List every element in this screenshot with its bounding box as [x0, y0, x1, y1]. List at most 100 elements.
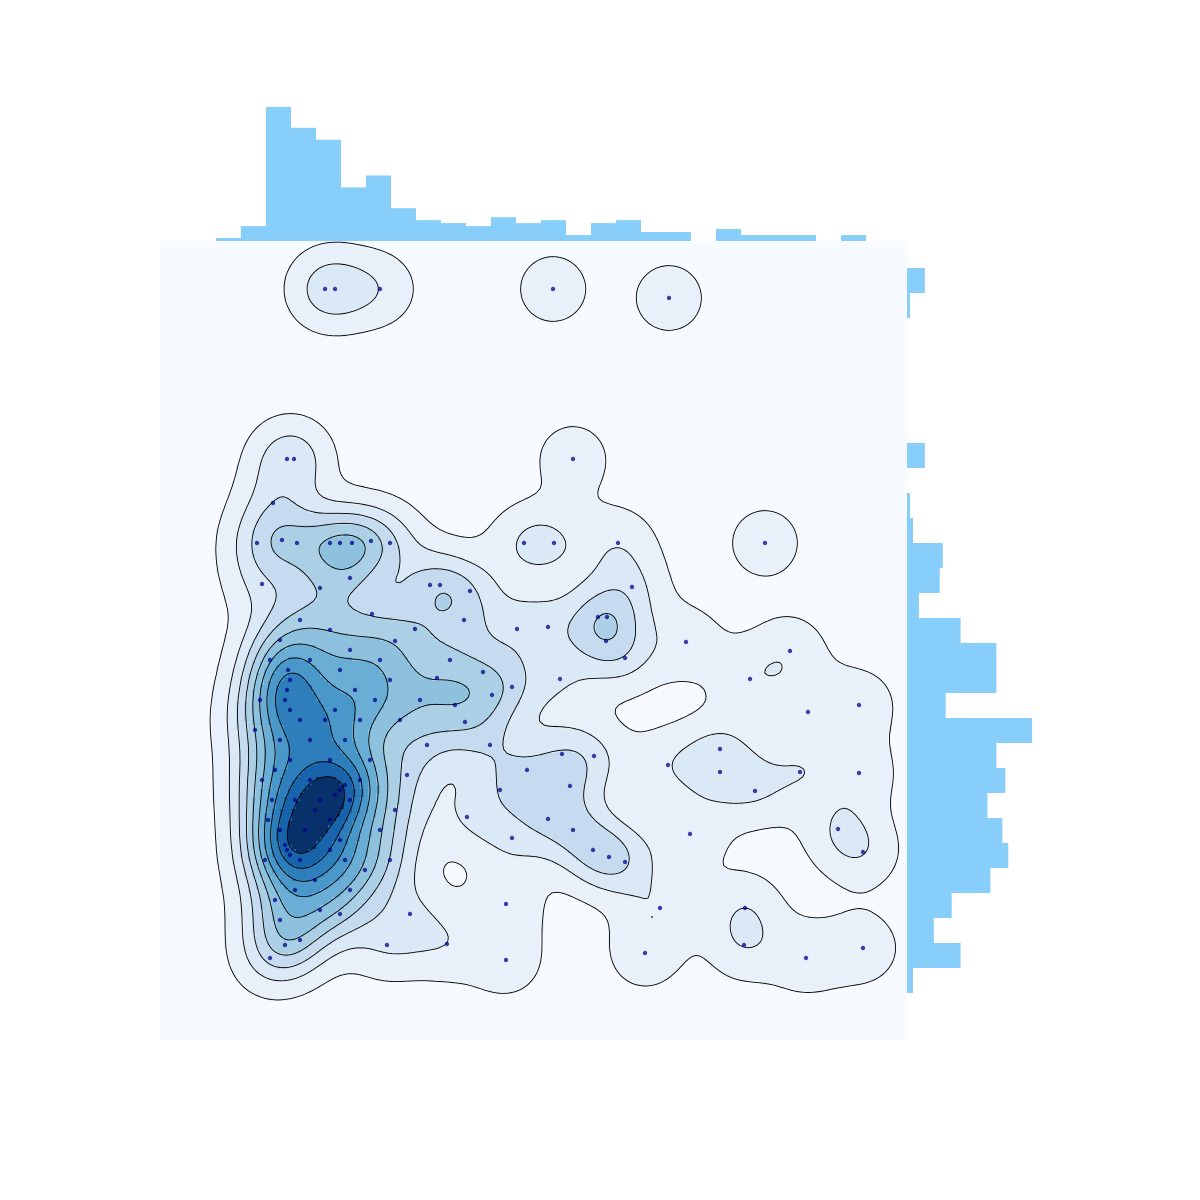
scatter-point [347, 575, 353, 581]
scatter-point [503, 901, 509, 907]
scatter-point [762, 540, 768, 546]
scatter-point [312, 877, 318, 883]
histogram-bar [907, 643, 997, 668]
scatter-point [683, 639, 689, 645]
scatter-point [357, 717, 363, 723]
scatter-point [606, 854, 612, 860]
histogram-bar [907, 918, 934, 943]
scatter-point [687, 831, 693, 837]
histogram-bar [666, 232, 691, 241]
scatter-point [282, 842, 288, 848]
scatter-point [452, 702, 458, 708]
scatter-point [284, 687, 290, 693]
density-contour [286, 776, 346, 854]
scatter-point [337, 667, 343, 673]
scatter-point [462, 719, 468, 725]
scatter-point [342, 857, 348, 863]
histogram-bar [766, 235, 791, 241]
scatter-point [349, 540, 355, 546]
scatter-point [307, 657, 313, 663]
scatter-point [551, 540, 557, 546]
scatter-point [509, 835, 515, 841]
scatter-point [302, 827, 308, 833]
scatter-point [317, 797, 323, 803]
scatter-point [856, 702, 862, 708]
scatter-point [322, 717, 328, 723]
scatter-point [317, 585, 323, 591]
scatter-point [412, 626, 418, 632]
scatter-point [384, 942, 390, 948]
scatter-point [377, 827, 383, 833]
scatter-point [369, 611, 375, 617]
histogram-bar [907, 543, 943, 568]
scatter-point [362, 867, 368, 873]
density-contour [245, 522, 618, 956]
histogram-bar [907, 618, 961, 643]
scatter-point [603, 638, 609, 644]
scatter-point [591, 753, 597, 759]
scatter-point [252, 727, 258, 733]
scatter-point [257, 697, 263, 703]
scatter-point [657, 905, 663, 911]
scatter-point [327, 540, 333, 546]
scatter-point [270, 500, 276, 506]
scatter-point [327, 847, 333, 853]
scatter-point [292, 797, 298, 803]
scatter-point [665, 762, 671, 768]
scatter-point [284, 456, 290, 462]
scatter-point [272, 767, 278, 773]
scatter-point [489, 692, 495, 698]
scatter-point [567, 783, 573, 789]
scatter-point [297, 617, 303, 623]
scatter-point [717, 769, 723, 775]
scatter-point [337, 911, 343, 917]
histogram-bar [341, 187, 366, 241]
scatter-point [317, 907, 323, 913]
histogram-bar [907, 593, 919, 618]
scatter-point [570, 456, 576, 462]
scatter-point [545, 624, 551, 630]
scatter-point [464, 814, 470, 820]
scatter-point [367, 757, 373, 763]
histogram-bar [566, 235, 591, 241]
histogram-bar [466, 226, 491, 241]
scatter-point [590, 847, 596, 853]
scatter-point [856, 770, 862, 776]
density-contour [209, 241, 899, 1001]
scatter-point [267, 955, 273, 961]
histogram-bar [907, 818, 1003, 843]
scatter-point [521, 540, 527, 546]
scatter-point [342, 782, 348, 788]
scatter-point [467, 588, 473, 594]
density-contour [270, 672, 363, 882]
density-contour [226, 263, 870, 982]
scatter-point [387, 540, 393, 546]
scatter-point [269, 797, 275, 803]
scatter-point [287, 852, 293, 858]
histogram-bar [616, 220, 641, 241]
scatter-point [514, 626, 520, 632]
scatter-point [629, 584, 635, 590]
scatter-point [259, 777, 265, 783]
histogram-bar [907, 793, 988, 818]
scatter-point [285, 667, 291, 673]
scatter-point [332, 792, 338, 798]
scatter-point [287, 707, 293, 713]
scatter-point [287, 757, 293, 763]
scatter-point [752, 788, 758, 794]
histogram-bar [491, 217, 516, 241]
scatter-point [291, 456, 297, 462]
scatter-point [503, 957, 509, 963]
scatter-point [434, 675, 440, 681]
scatter-point [372, 697, 378, 703]
histogram-bar [441, 223, 466, 241]
scatter-point [284, 847, 290, 853]
scatter-point [282, 942, 288, 948]
scatter-point [860, 945, 866, 951]
scatter-point [392, 807, 398, 813]
scatter-point [622, 859, 628, 865]
scatter-point [387, 857, 393, 863]
histogram-bar [907, 443, 925, 468]
scatter-point [272, 897, 278, 903]
density-contour [277, 761, 355, 869]
